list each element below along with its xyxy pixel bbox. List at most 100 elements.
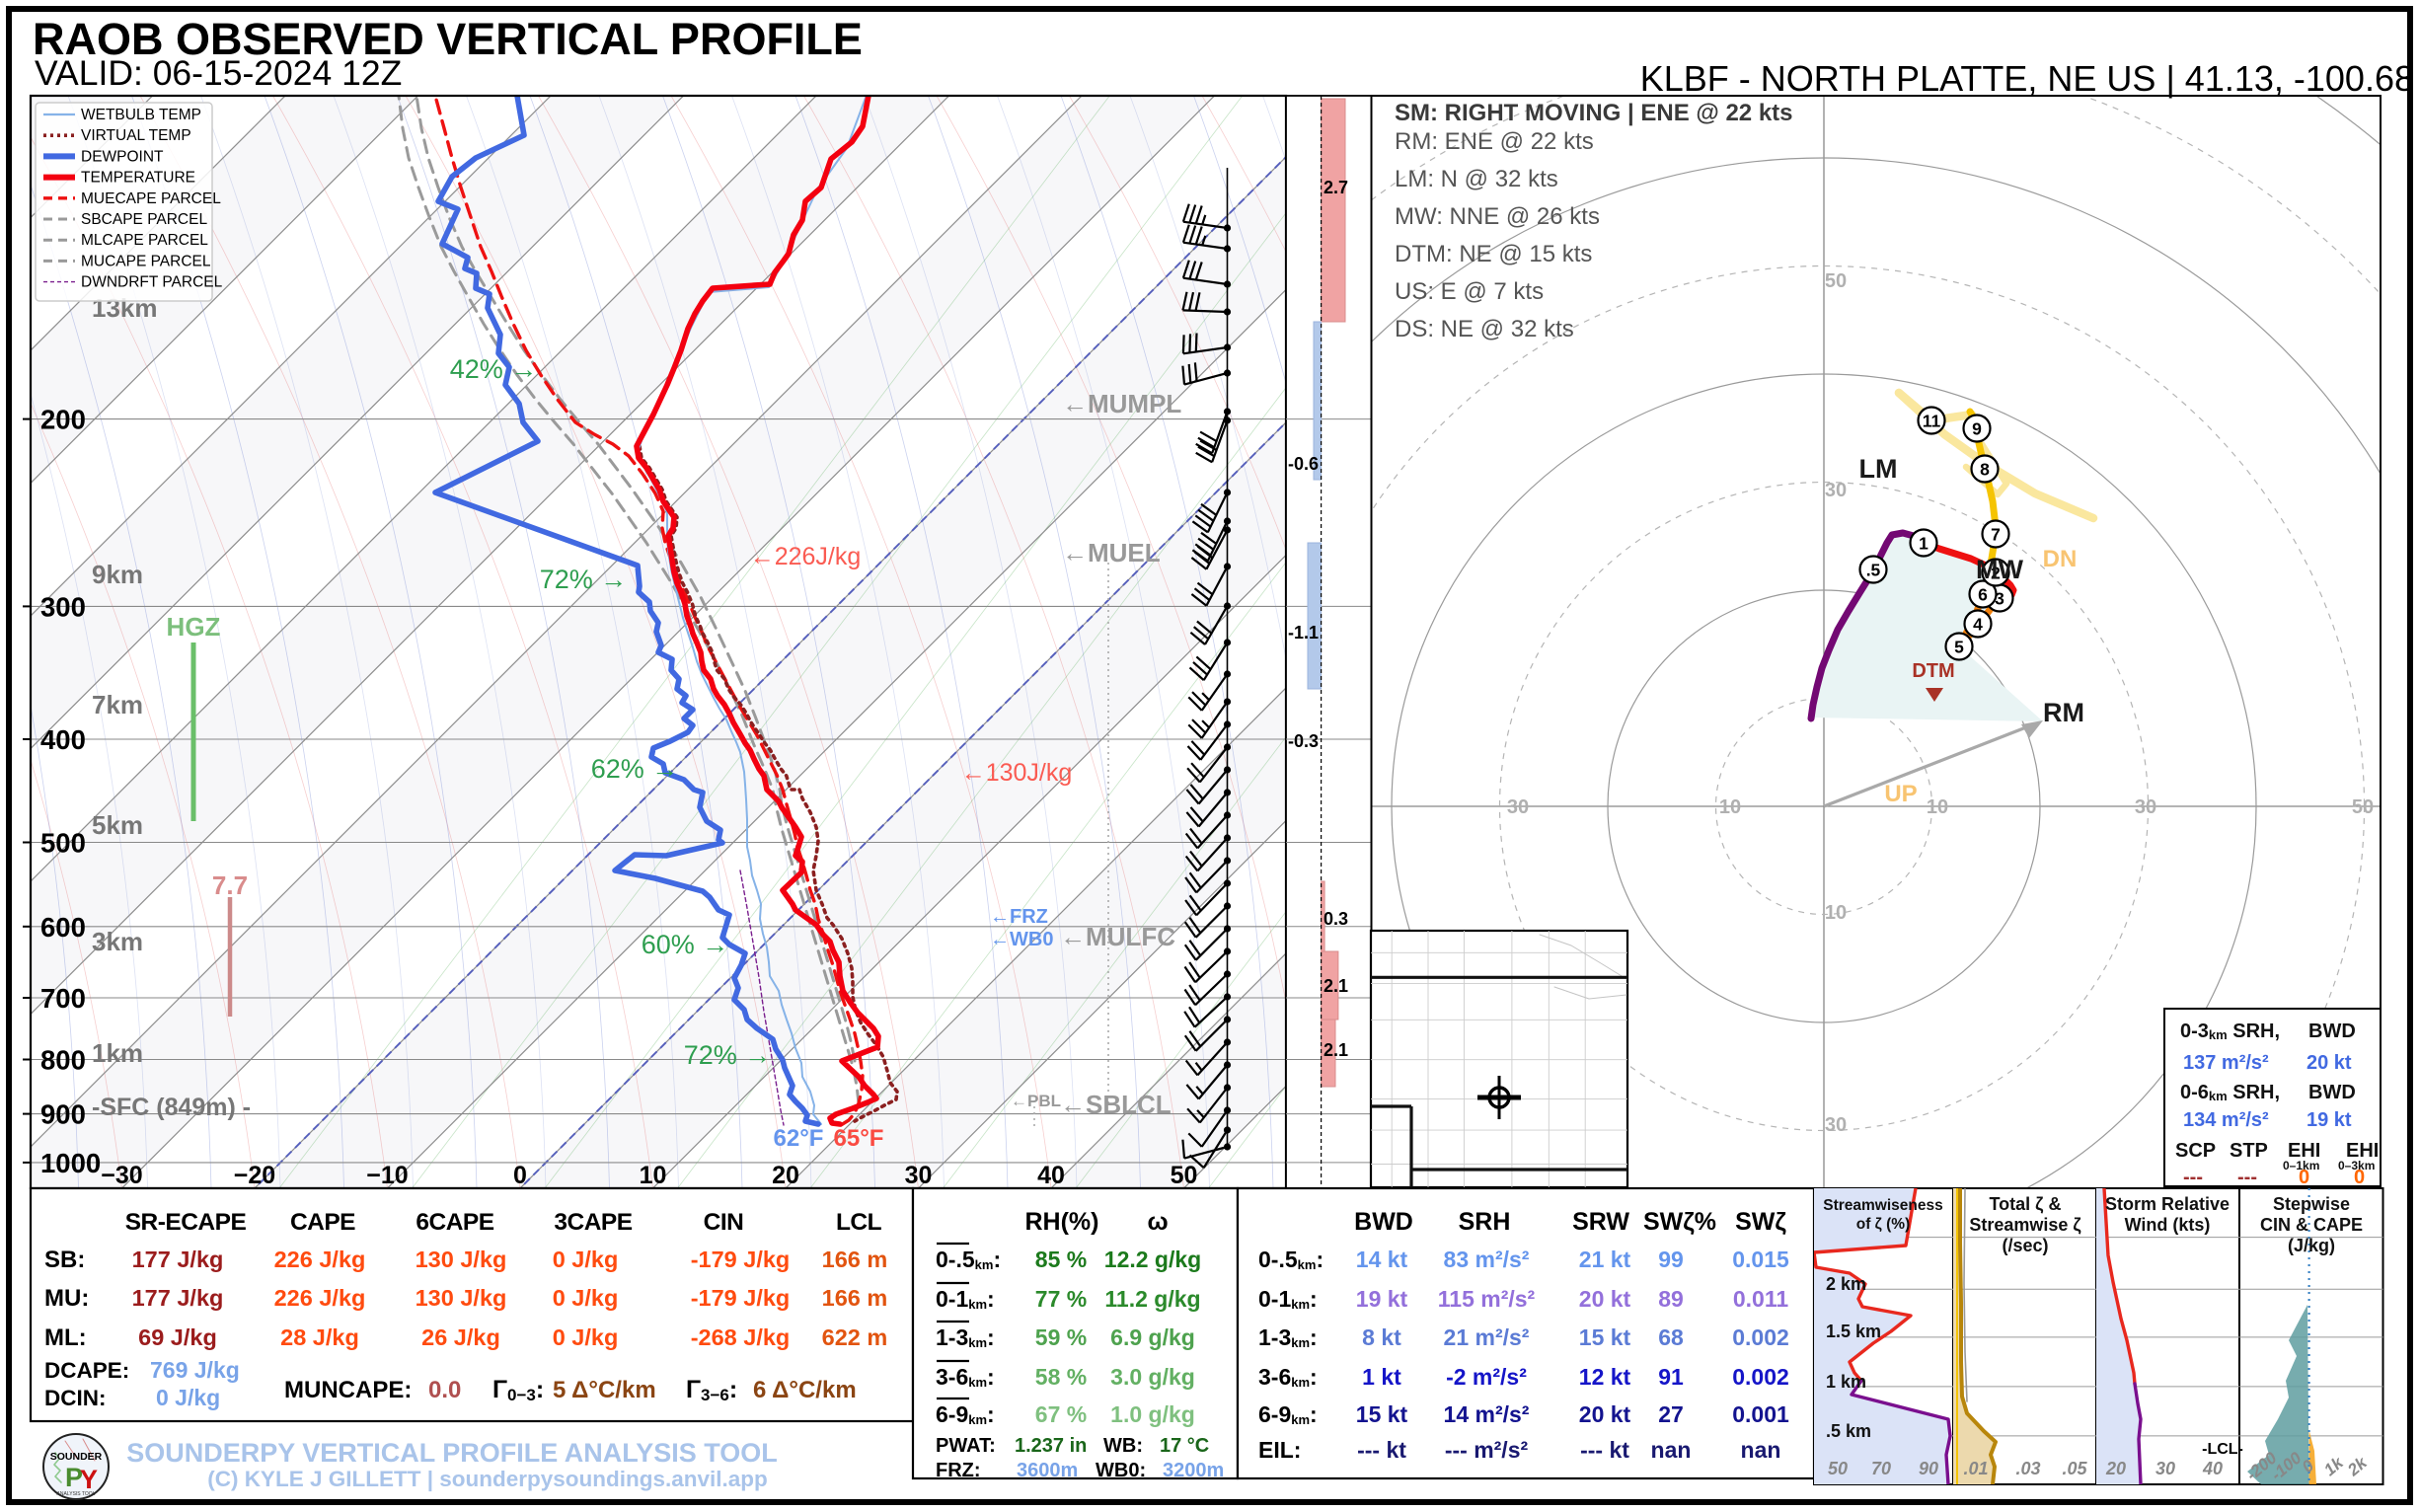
svg-text:7km: 7km: [92, 690, 143, 719]
svg-text:30: 30: [1825, 480, 1847, 501]
svg-text:--- m²/s²: --- m²/s²: [1445, 1437, 1529, 1463]
svg-text:BWD: BWD: [2308, 1082, 2356, 1103]
svg-text:HGZ: HGZ: [167, 612, 221, 642]
svg-text:8: 8: [1980, 459, 1990, 479]
svg-text:2: 2: [1991, 563, 2001, 582]
svg-text:0: 0: [513, 1162, 527, 1189]
svg-text:EHI: EHI: [2288, 1140, 2320, 1162]
svg-text:3km: 3km: [92, 927, 143, 956]
svg-text:CIN: CIN: [704, 1209, 744, 1236]
svg-text:600: 600: [40, 912, 86, 943]
svg-text:400: 400: [40, 724, 86, 755]
svg-text:28 J/kg: 28 J/kg: [280, 1324, 359, 1350]
svg-text:0–1km: 0–1km: [2283, 1159, 2319, 1172]
svg-text:800: 800: [40, 1045, 86, 1076]
svg-text:50: 50: [1825, 270, 1847, 292]
svg-text:1000: 1000: [40, 1148, 101, 1178]
svg-text:65°F: 65°F: [834, 1125, 884, 1152]
svg-text:-0.6: -0.6: [1288, 454, 1319, 474]
svg-text:3600m: 3600m: [1017, 1460, 1078, 1481]
svg-text:85 %: 85 %: [1035, 1247, 1087, 1272]
svg-text:-0.3: -0.3: [1288, 731, 1319, 751]
svg-text:SM: RIGHT MOVING | ENE @ 22 kt: SM: RIGHT MOVING | ENE @ 22 kts: [1395, 100, 1793, 126]
svg-text:-2 m²/s²: -2 m²/s²: [1446, 1364, 1527, 1390]
svg-text:Total ζ &: Total ζ &: [1990, 1194, 2062, 1215]
svg-text:83 m²/s²: 83 m²/s²: [1444, 1247, 1530, 1272]
svg-text:50: 50: [1171, 1162, 1198, 1189]
svg-text:TEMPERATURE: TEMPERATURE: [81, 170, 195, 187]
svg-text:90: 90: [1919, 1459, 1938, 1478]
svg-text:21 kt: 21 kt: [1579, 1247, 1631, 1272]
svg-text:DN: DN: [2043, 546, 2078, 572]
svg-text:−30: −30: [101, 1162, 142, 1189]
svg-text:14 kt: 14 kt: [1356, 1247, 1408, 1272]
svg-text:10: 10: [1719, 796, 1741, 818]
svg-text:←MUMPL: ←MUMPL: [1062, 389, 1181, 418]
svg-text:Y: Y: [80, 1465, 98, 1494]
svg-text:MLCAPE PARCEL: MLCAPE PARCEL: [81, 232, 208, 249]
svg-text:91: 91: [1658, 1364, 1684, 1390]
svg-text:LM: LM: [1859, 454, 1898, 484]
svg-text:6.9 g/kg: 6.9 g/kg: [1110, 1324, 1195, 1350]
svg-text:Streamwise ζ: Streamwise ζ: [1969, 1215, 2080, 1236]
svg-text:20: 20: [2105, 1459, 2126, 1478]
svg-text:−10: −10: [366, 1162, 408, 1189]
svg-text:20 kt: 20 kt: [1579, 1401, 1631, 1427]
svg-text:0: 0: [2354, 1167, 2365, 1188]
svg-text:P: P: [65, 1463, 83, 1492]
svg-text:1 kt: 1 kt: [1362, 1364, 1401, 1390]
svg-text:15 kt: 15 kt: [1579, 1324, 1631, 1350]
svg-text:30: 30: [1825, 1114, 1847, 1136]
svg-text:30: 30: [2155, 1459, 2175, 1478]
svg-text:SB:: SB:: [44, 1247, 85, 1273]
svg-text:134 m²/s²: 134 m²/s²: [2183, 1109, 2269, 1131]
svg-text:67 %: 67 %: [1035, 1401, 1087, 1427]
svg-text:ANALYSIS TOOL: ANALYSIS TOOL: [57, 1491, 96, 1497]
svg-text:-179 J/kg: -179 J/kg: [691, 1285, 791, 1311]
svg-text:EIL:: EIL:: [1258, 1437, 1301, 1463]
svg-text:6 Δ°C/km: 6 Δ°C/km: [753, 1377, 857, 1403]
svg-text:0-1km:: 0-1km:: [936, 1286, 995, 1312]
svg-text:SRH: SRH: [1459, 1208, 1511, 1236]
svg-text:12 kt: 12 kt: [1579, 1364, 1631, 1390]
svg-text:nan: nan: [1651, 1437, 1692, 1463]
svg-text:VIRTUAL TEMP: VIRTUAL TEMP: [81, 127, 191, 144]
svg-text:115 m²/s²: 115 m²/s²: [1438, 1286, 1536, 1312]
svg-text:.5 km: .5 km: [1826, 1421, 1871, 1441]
svg-text:3200m: 3200m: [1163, 1460, 1224, 1481]
svg-text:0.002: 0.002: [1732, 1324, 1789, 1350]
svg-text:3.0 g/kg: 3.0 g/kg: [1110, 1364, 1195, 1390]
svg-text:.5: .5: [1866, 560, 1881, 579]
svg-text:177 J/kg: 177 J/kg: [132, 1285, 224, 1311]
svg-text:30: 30: [905, 1162, 933, 1189]
svg-text:Wind (kts): Wind (kts): [2125, 1215, 2211, 1235]
svg-text:4: 4: [1973, 614, 1983, 634]
svg-text:CAPE: CAPE: [290, 1209, 355, 1236]
svg-text:SBCAPE PARCEL: SBCAPE PARCEL: [81, 211, 207, 228]
svg-text:SR-ECAPE: SR-ECAPE: [125, 1209, 247, 1236]
svg-text:---: ---: [2237, 1167, 2257, 1188]
svg-text:←SBLCL: ←SBLCL: [1060, 1090, 1172, 1119]
svg-text:SCP: SCP: [2175, 1140, 2216, 1162]
svg-text:89: 89: [1658, 1286, 1684, 1312]
svg-text:5 Δ°C/km: 5 Δ°C/km: [553, 1377, 656, 1403]
svg-text:622 m: 622 m: [822, 1324, 888, 1350]
svg-text:50: 50: [1828, 1459, 1848, 1478]
svg-text:ω: ω: [1147, 1208, 1168, 1236]
svg-text:FRZ:: FRZ:: [936, 1460, 981, 1481]
svg-text:2.1: 2.1: [1323, 976, 1348, 996]
svg-text:72% →: 72% →: [684, 1040, 772, 1070]
svg-text:10: 10: [640, 1162, 667, 1189]
svg-text:17 °C: 17 °C: [1160, 1435, 1209, 1457]
svg-text:−20: −20: [234, 1162, 275, 1189]
svg-text:6-9km:: 6-9km:: [1258, 1401, 1318, 1427]
svg-text:←226J/kg: ←226J/kg: [750, 543, 862, 570]
svg-text:30: 30: [2135, 796, 2156, 818]
svg-text:DCAPE:: DCAPE:: [44, 1358, 129, 1383]
svg-text:130 J/kg: 130 J/kg: [416, 1247, 507, 1272]
svg-text:7.7: 7.7: [212, 870, 248, 900]
svg-text:WB0:: WB0:: [1096, 1460, 1146, 1481]
svg-text:700: 700: [40, 983, 86, 1014]
svg-text:RAOB OBSERVED VERTICAL PROFILE: RAOB OBSERVED VERTICAL PROFILE: [33, 14, 863, 64]
svg-text:.03: .03: [2015, 1459, 2040, 1478]
